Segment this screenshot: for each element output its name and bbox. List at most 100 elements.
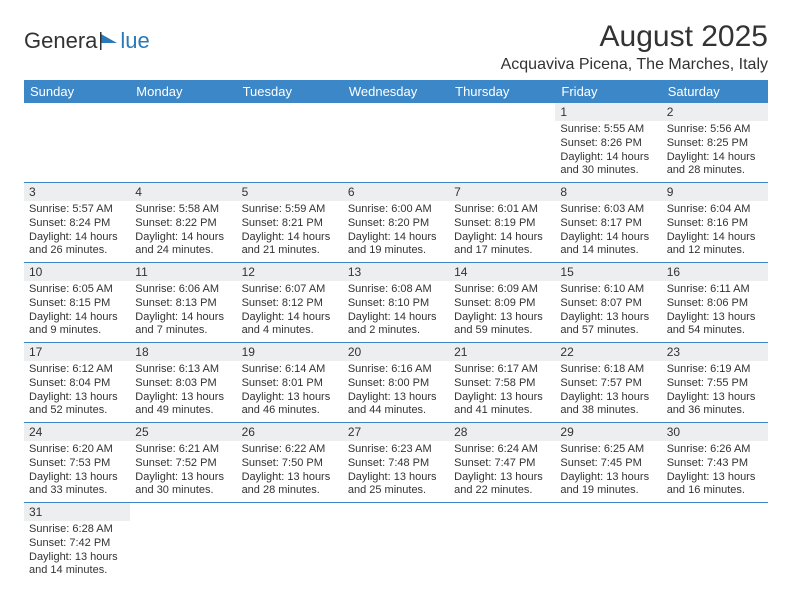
- day-day1: Daylight: 13 hours: [348, 391, 444, 405]
- day-number: 10: [24, 263, 130, 281]
- day-detail: Sunrise: 6:28 AMSunset: 7:42 PMDaylight:…: [24, 521, 130, 582]
- day-sunrise: Sunrise: 6:25 AM: [560, 443, 656, 457]
- day-detail: Sunrise: 6:03 AMSunset: 8:17 PMDaylight:…: [555, 201, 661, 262]
- day-detail: Sunrise: 6:11 AMSunset: 8:06 PMDaylight:…: [662, 281, 768, 342]
- day-sunrise: Sunrise: 5:56 AM: [667, 123, 763, 137]
- day-day1: Daylight: 13 hours: [667, 391, 763, 405]
- day-number: 3: [24, 183, 130, 201]
- day-number: 27: [343, 423, 449, 441]
- day-day2: and 44 minutes.: [348, 404, 444, 418]
- day-day2: and 9 minutes.: [29, 324, 125, 338]
- day-sunrise: Sunrise: 6:03 AM: [560, 203, 656, 217]
- day-day2: and 41 minutes.: [454, 404, 550, 418]
- day-sunrise: Sunrise: 6:07 AM: [242, 283, 338, 297]
- day-detail: Sunrise: 5:59 AMSunset: 8:21 PMDaylight:…: [237, 201, 343, 262]
- day-day1: Daylight: 14 hours: [560, 151, 656, 165]
- weekday-header: Sunday: [24, 80, 130, 103]
- day-sunset: Sunset: 7:55 PM: [667, 377, 763, 391]
- day-day2: and 7 minutes.: [135, 324, 231, 338]
- day-number: 23: [662, 343, 768, 361]
- day-sunrise: Sunrise: 5:55 AM: [560, 123, 656, 137]
- day-sunrise: Sunrise: 6:12 AM: [29, 363, 125, 377]
- calendar-empty-cell: [449, 103, 555, 183]
- day-number: 14: [449, 263, 555, 281]
- day-day1: Daylight: 14 hours: [348, 231, 444, 245]
- day-sunrise: Sunrise: 6:17 AM: [454, 363, 550, 377]
- day-day2: and 54 minutes.: [667, 324, 763, 338]
- calendar-day-cell: 13Sunrise: 6:08 AMSunset: 8:10 PMDayligh…: [343, 263, 449, 343]
- day-sunset: Sunset: 7:57 PM: [560, 377, 656, 391]
- day-day2: and 26 minutes.: [29, 244, 125, 258]
- day-day2: and 33 minutes.: [29, 484, 125, 498]
- day-day2: and 14 minutes.: [29, 564, 125, 578]
- day-day2: and 59 minutes.: [454, 324, 550, 338]
- weekday-header: Wednesday: [343, 80, 449, 103]
- calendar-week-row: 10Sunrise: 6:05 AMSunset: 8:15 PMDayligh…: [24, 263, 768, 343]
- day-day1: Daylight: 13 hours: [135, 391, 231, 405]
- calendar-body: 1Sunrise: 5:55 AMSunset: 8:26 PMDaylight…: [24, 103, 768, 582]
- day-sunset: Sunset: 8:21 PM: [242, 217, 338, 231]
- day-day2: and 16 minutes.: [667, 484, 763, 498]
- calendar-empty-cell: [343, 503, 449, 583]
- day-sunset: Sunset: 7:53 PM: [29, 457, 125, 471]
- day-sunset: Sunset: 8:12 PM: [242, 297, 338, 311]
- day-number: 20: [343, 343, 449, 361]
- calendar-empty-cell: [449, 503, 555, 583]
- calendar-table: SundayMondayTuesdayWednesdayThursdayFrid…: [24, 80, 768, 582]
- day-sunrise: Sunrise: 6:23 AM: [348, 443, 444, 457]
- day-number: 1: [555, 103, 661, 121]
- day-sunrise: Sunrise: 5:57 AM: [29, 203, 125, 217]
- day-sunset: Sunset: 8:10 PM: [348, 297, 444, 311]
- day-sunrise: Sunrise: 6:24 AM: [454, 443, 550, 457]
- day-number: 4: [130, 183, 236, 201]
- day-sunset: Sunset: 8:22 PM: [135, 217, 231, 231]
- calendar-day-cell: 30Sunrise: 6:26 AMSunset: 7:43 PMDayligh…: [662, 423, 768, 503]
- day-day1: Daylight: 13 hours: [348, 471, 444, 485]
- day-day2: and 49 minutes.: [135, 404, 231, 418]
- day-day2: and 38 minutes.: [560, 404, 656, 418]
- calendar-day-cell: 8Sunrise: 6:03 AMSunset: 8:17 PMDaylight…: [555, 183, 661, 263]
- calendar-day-cell: 23Sunrise: 6:19 AMSunset: 7:55 PMDayligh…: [662, 343, 768, 423]
- day-sunset: Sunset: 8:19 PM: [454, 217, 550, 231]
- calendar-day-cell: 28Sunrise: 6:24 AMSunset: 7:47 PMDayligh…: [449, 423, 555, 503]
- day-sunrise: Sunrise: 6:22 AM: [242, 443, 338, 457]
- day-day1: Daylight: 13 hours: [667, 311, 763, 325]
- day-sunrise: Sunrise: 6:20 AM: [29, 443, 125, 457]
- day-sunrise: Sunrise: 6:09 AM: [454, 283, 550, 297]
- day-day1: Daylight: 13 hours: [667, 471, 763, 485]
- day-sunset: Sunset: 8:09 PM: [454, 297, 550, 311]
- logo-text-2: lue: [120, 28, 149, 54]
- logo-text-1: Genera: [24, 28, 97, 54]
- calendar-day-cell: 2Sunrise: 5:56 AMSunset: 8:25 PMDaylight…: [662, 103, 768, 183]
- day-sunrise: Sunrise: 6:11 AM: [667, 283, 763, 297]
- calendar-day-cell: 20Sunrise: 6:16 AMSunset: 8:00 PMDayligh…: [343, 343, 449, 423]
- calendar-day-cell: 7Sunrise: 6:01 AMSunset: 8:19 PMDaylight…: [449, 183, 555, 263]
- day-sunrise: Sunrise: 6:00 AM: [348, 203, 444, 217]
- calendar-empty-cell: [130, 103, 236, 183]
- calendar-week-row: 24Sunrise: 6:20 AMSunset: 7:53 PMDayligh…: [24, 423, 768, 503]
- calendar-day-cell: 12Sunrise: 6:07 AMSunset: 8:12 PMDayligh…: [237, 263, 343, 343]
- day-number: 21: [449, 343, 555, 361]
- day-sunset: Sunset: 8:03 PM: [135, 377, 231, 391]
- day-detail: Sunrise: 6:04 AMSunset: 8:16 PMDaylight:…: [662, 201, 768, 262]
- day-day1: Daylight: 13 hours: [29, 391, 125, 405]
- calendar-day-cell: 26Sunrise: 6:22 AMSunset: 7:50 PMDayligh…: [237, 423, 343, 503]
- day-sunset: Sunset: 8:20 PM: [348, 217, 444, 231]
- day-day1: Daylight: 13 hours: [560, 311, 656, 325]
- day-number: 9: [662, 183, 768, 201]
- day-detail: Sunrise: 6:05 AMSunset: 8:15 PMDaylight:…: [24, 281, 130, 342]
- day-number: 29: [555, 423, 661, 441]
- day-detail: Sunrise: 6:18 AMSunset: 7:57 PMDaylight:…: [555, 361, 661, 422]
- calendar-empty-cell: [662, 503, 768, 583]
- logo-flag-icon: [99, 32, 119, 50]
- calendar-day-cell: 19Sunrise: 6:14 AMSunset: 8:01 PMDayligh…: [237, 343, 343, 423]
- day-sunrise: Sunrise: 6:14 AM: [242, 363, 338, 377]
- day-day1: Daylight: 14 hours: [135, 311, 231, 325]
- day-sunset: Sunset: 8:07 PM: [560, 297, 656, 311]
- day-number: 5: [237, 183, 343, 201]
- day-day2: and 21 minutes.: [242, 244, 338, 258]
- day-day1: Daylight: 13 hours: [454, 391, 550, 405]
- weekday-header: Monday: [130, 80, 236, 103]
- day-detail: Sunrise: 6:07 AMSunset: 8:12 PMDaylight:…: [237, 281, 343, 342]
- day-day1: Daylight: 14 hours: [29, 231, 125, 245]
